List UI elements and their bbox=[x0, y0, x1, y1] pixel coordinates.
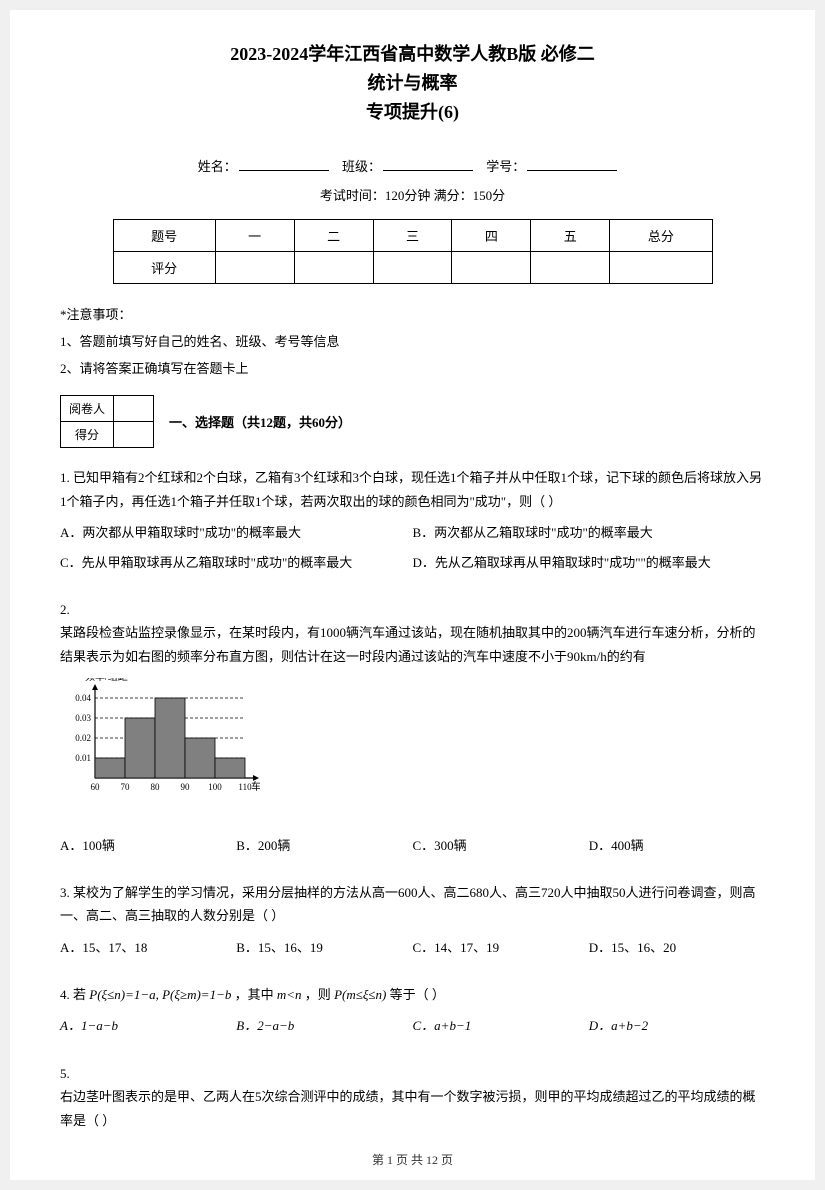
class-label: 班级： bbox=[342, 159, 381, 174]
q4-options: A．1−a−b B．2−a−b C．a+b−1 D．a+b−2 bbox=[60, 1014, 765, 1043]
score-cell[interactable] bbox=[373, 252, 452, 284]
q1-opt-c[interactable]: C．先从甲箱取球再从乙箱取球时"成功"的概率最大 bbox=[60, 551, 413, 574]
question-1: 1. 已知甲箱有2个红球和2个白球，乙箱有3个红球和3个白球，现任选1个箱子并从… bbox=[60, 466, 765, 580]
grader-table: 阅卷人 得分 bbox=[60, 395, 154, 448]
svg-text:80: 80 bbox=[151, 782, 161, 792]
q5-num: 5. bbox=[60, 1062, 765, 1085]
student-info-line: 姓名： 班级： 学号： bbox=[60, 156, 765, 175]
score-label: 得分 bbox=[61, 422, 114, 448]
title-line-2: 统计与概率 bbox=[60, 69, 765, 98]
q3-opt-b[interactable]: B．15、16、19 bbox=[236, 936, 412, 959]
q4-opt-a[interactable]: A．1−a−b bbox=[60, 1014, 236, 1037]
q4-opt-c[interactable]: C．a+b−1 bbox=[413, 1014, 589, 1037]
col-3: 三 bbox=[373, 220, 452, 252]
q1-opt-a[interactable]: A．两次都从甲箱取球时"成功"的概率最大 bbox=[60, 521, 413, 544]
grader-blank[interactable] bbox=[114, 396, 154, 422]
svg-text:90: 90 bbox=[181, 782, 191, 792]
q1-opt-b[interactable]: B．两次都从乙箱取球时"成功"的概率最大 bbox=[413, 521, 766, 544]
exam-time: 考试时间：120分钟 满分：150分 bbox=[60, 185, 765, 204]
col-1: 一 bbox=[215, 220, 294, 252]
q2-opt-d[interactable]: D．400辆 bbox=[589, 834, 765, 857]
q2-opt-c[interactable]: C．300辆 bbox=[413, 834, 589, 857]
title-block: 2023-2024学年江西省高中数学人教B版 必修二 统计与概率 专项提升(6) bbox=[60, 40, 765, 126]
col-5: 五 bbox=[531, 220, 610, 252]
q3-options: A．15、17、18 B．15、16、19 C．14、17、19 D．15、16… bbox=[60, 936, 765, 965]
col-label: 题号 bbox=[113, 220, 215, 252]
section-1-title: 一、选择题（共12题，共60分） bbox=[169, 412, 351, 431]
class-blank[interactable] bbox=[383, 170, 473, 171]
number-blank[interactable] bbox=[527, 170, 617, 171]
svg-text:0.02: 0.02 bbox=[75, 733, 91, 743]
score-cell[interactable] bbox=[452, 252, 531, 284]
svg-text:70: 70 bbox=[121, 782, 131, 792]
score-cell[interactable] bbox=[294, 252, 373, 284]
notice-label: *注意事项： bbox=[60, 304, 765, 323]
page-footer: 第 1 页 共 12 页 bbox=[10, 1151, 815, 1168]
q3-opt-d[interactable]: D．15、16、20 bbox=[589, 936, 765, 959]
q2-opt-a[interactable]: A．100辆 bbox=[60, 834, 236, 857]
q1-options: A．两次都从甲箱取球时"成功"的概率最大 B．两次都从乙箱取球时"成功"的概率最… bbox=[60, 521, 765, 580]
score-cell[interactable] bbox=[531, 252, 610, 284]
question-5: 5. 右边茎叶图表示的是甲、乙两人在5次综合测评中的成绩，其中有一个数字被污损，… bbox=[60, 1062, 765, 1132]
question-3: 3. 某校为了解学生的学习情况，采用分层抽样的方法从高一600人、高二680人、… bbox=[60, 881, 765, 965]
svg-text:频率/组距: 频率/组距 bbox=[85, 678, 128, 683]
question-4: 4. 若 P(ξ≤n)=1−a, P(ξ≥m)=1−b ，其中 m<n ，则 P… bbox=[60, 983, 765, 1044]
q1-opt-d[interactable]: D．先从乙箱取球再从甲箱取球时"成功""的概率最大 bbox=[413, 551, 766, 574]
svg-text:60: 60 bbox=[91, 782, 101, 792]
q3-stem: 3. 某校为了解学生的学习情况，采用分层抽样的方法从高一600人、高二680人、… bbox=[60, 881, 765, 928]
score-table: 题号 一 二 三 四 五 总分 评分 bbox=[113, 219, 713, 284]
histogram-chart: 0.010.020.030.0460708090100110频率/组距车速 bbox=[60, 678, 260, 808]
col-2: 二 bbox=[294, 220, 373, 252]
table-row: 题号 一 二 三 四 五 总分 bbox=[113, 220, 712, 252]
exam-page: 2023-2024学年江西省高中数学人教B版 必修二 统计与概率 专项提升(6)… bbox=[10, 10, 815, 1180]
title-line-3: 专项提升(6) bbox=[60, 98, 765, 127]
q3-opt-c[interactable]: C．14、17、19 bbox=[413, 936, 589, 959]
col-total: 总分 bbox=[610, 220, 712, 252]
q1-stem: 1. 已知甲箱有2个红球和2个白球，乙箱有3个红球和3个白球，现任选1个箱子并从… bbox=[60, 466, 765, 513]
notice-2: 2、请将答案正确填写在答题卡上 bbox=[60, 358, 765, 377]
q2-options: A．100辆 B．200辆 C．300辆 D．400辆 bbox=[60, 834, 765, 863]
q2-stem: 某路段检查站监控录像显示，在某时段内，有1000辆汽车通过该站，现在随机抽取其中… bbox=[60, 621, 765, 668]
svg-text:0.04: 0.04 bbox=[75, 693, 91, 703]
q3-opt-a[interactable]: A．15、17、18 bbox=[60, 936, 236, 959]
q4-stem: 4. 若 P(ξ≤n)=1−a, P(ξ≥m)=1−b ，其中 m<n ，则 P… bbox=[60, 983, 765, 1006]
name-label: 姓名： bbox=[198, 159, 237, 174]
question-2: 2. 某路段检查站监控录像显示，在某时段内，有1000辆汽车通过该站，现在随机抽… bbox=[60, 598, 765, 863]
name-blank[interactable] bbox=[239, 170, 329, 171]
notice-1: 1、答题前填写好自己的姓名、班级、考号等信息 bbox=[60, 331, 765, 350]
svg-text:0.01: 0.01 bbox=[75, 753, 91, 763]
svg-text:0.03: 0.03 bbox=[75, 713, 91, 723]
q4-opt-b[interactable]: B．2−a−b bbox=[236, 1014, 412, 1037]
score-cell[interactable] bbox=[215, 252, 294, 284]
svg-text:100: 100 bbox=[208, 782, 222, 792]
row-label: 评分 bbox=[113, 252, 215, 284]
number-label: 学号： bbox=[486, 159, 525, 174]
section-1-header: 阅卷人 得分 一、选择题（共12题，共60分） bbox=[60, 395, 765, 448]
score-cell[interactable] bbox=[610, 252, 712, 284]
grader-label: 阅卷人 bbox=[61, 396, 114, 422]
q2-num: 2. bbox=[60, 598, 765, 621]
q5-stem: 右边茎叶图表示的是甲、乙两人在5次综合测评中的成绩，其中有一个数字被污损，则甲的… bbox=[60, 1085, 765, 1132]
col-4: 四 bbox=[452, 220, 531, 252]
title-line-1: 2023-2024学年江西省高中数学人教B版 必修二 bbox=[60, 40, 765, 69]
table-row: 评分 bbox=[113, 252, 712, 284]
q2-opt-b[interactable]: B．200辆 bbox=[236, 834, 412, 857]
score-blank[interactable] bbox=[114, 422, 154, 448]
svg-text:车速: 车速 bbox=[251, 780, 260, 793]
q4-opt-d[interactable]: D．a+b−2 bbox=[589, 1014, 765, 1037]
